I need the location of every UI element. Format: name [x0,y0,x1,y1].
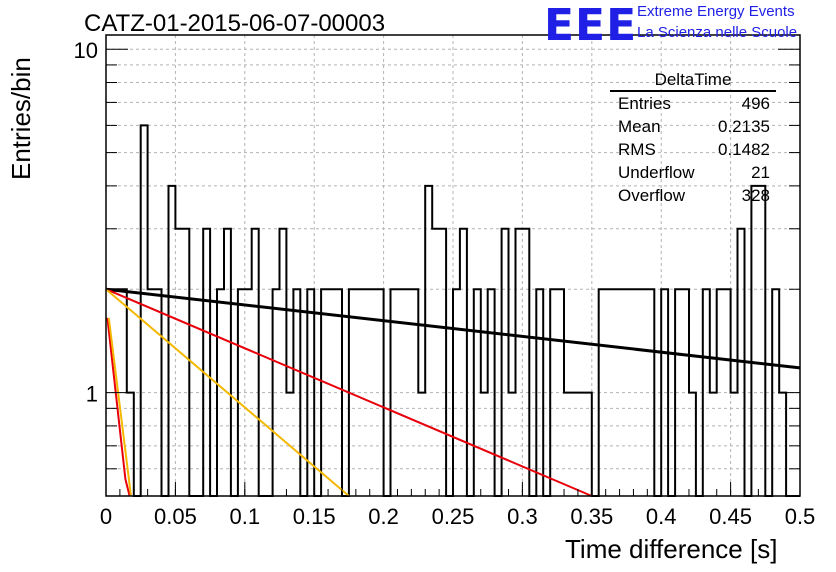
stats-label: Underflow [618,163,695,182]
fit-line [107,317,132,497]
logo-line-2: La Scienza nelle Scuole [637,24,798,41]
page-title: CATZ-01-2015-06-07-00003 [84,10,386,37]
stats-value: 0.1482 [718,140,770,159]
x-tick-label: 0.2 [368,504,399,529]
stats-value: 0.2135 [718,117,770,136]
stats-label: RMS [618,140,656,159]
stats-value: 496 [741,94,770,113]
stats-row: Mean 0.2135 [610,115,776,138]
stats-title: DeltaTime [610,70,776,92]
x-axis-title: Time difference [s] [565,534,778,564]
fit-line [105,287,801,370]
plot-frame [105,34,801,497]
eee-logo: EEE [544,0,638,51]
x-tick-label: 0 [100,504,112,529]
tick-labels: 0 0.05 0.1 0.15 0.2 0.25 0.3 0.35 0.4 0.45 0.5 1 10 [74,38,816,529]
x-tick-label: 0.25 [432,504,475,529]
stats-label: Entries [618,94,671,113]
stats-row: Overflow 328 [610,184,776,207]
y-tick-label: 10 [74,38,98,63]
histogram-step-line [106,124,800,497]
logo-line-1: Extreme Energy Events [637,3,795,20]
x-tick-label: 0.1 [230,504,261,529]
x-tick-label: 0.4 [646,504,677,529]
fit-lines [105,287,801,497]
stats-row: Entries 496 [610,92,776,115]
y-axis-title: Entries/bin [6,57,36,180]
x-tick-label: 0.15 [293,504,336,529]
stats-row: Underflow 21 [610,161,776,184]
stats-row: RMS 0.1482 [610,138,776,161]
stats-label: Mean [618,117,661,136]
x-tick-label: 0.3 [507,504,538,529]
x-tick-label: 0.35 [570,504,613,529]
stats-value: 21 [751,163,770,182]
stats-box: DeltaTime Entries 496 Mean 0.2135 RMS 0.148… [610,70,776,207]
stats-value: 328 [741,186,770,205]
x-tick-label: 0.5 [785,504,816,529]
histogram [106,124,800,497]
fit-line [105,288,593,497]
fit-line [105,288,350,497]
fit-line [106,317,131,497]
stats-label: Overflow [618,186,686,205]
x-tick-label: 0.05 [154,504,197,529]
y-tick-label: 1 [86,382,98,407]
x-tick-label: 0.45 [709,504,752,529]
